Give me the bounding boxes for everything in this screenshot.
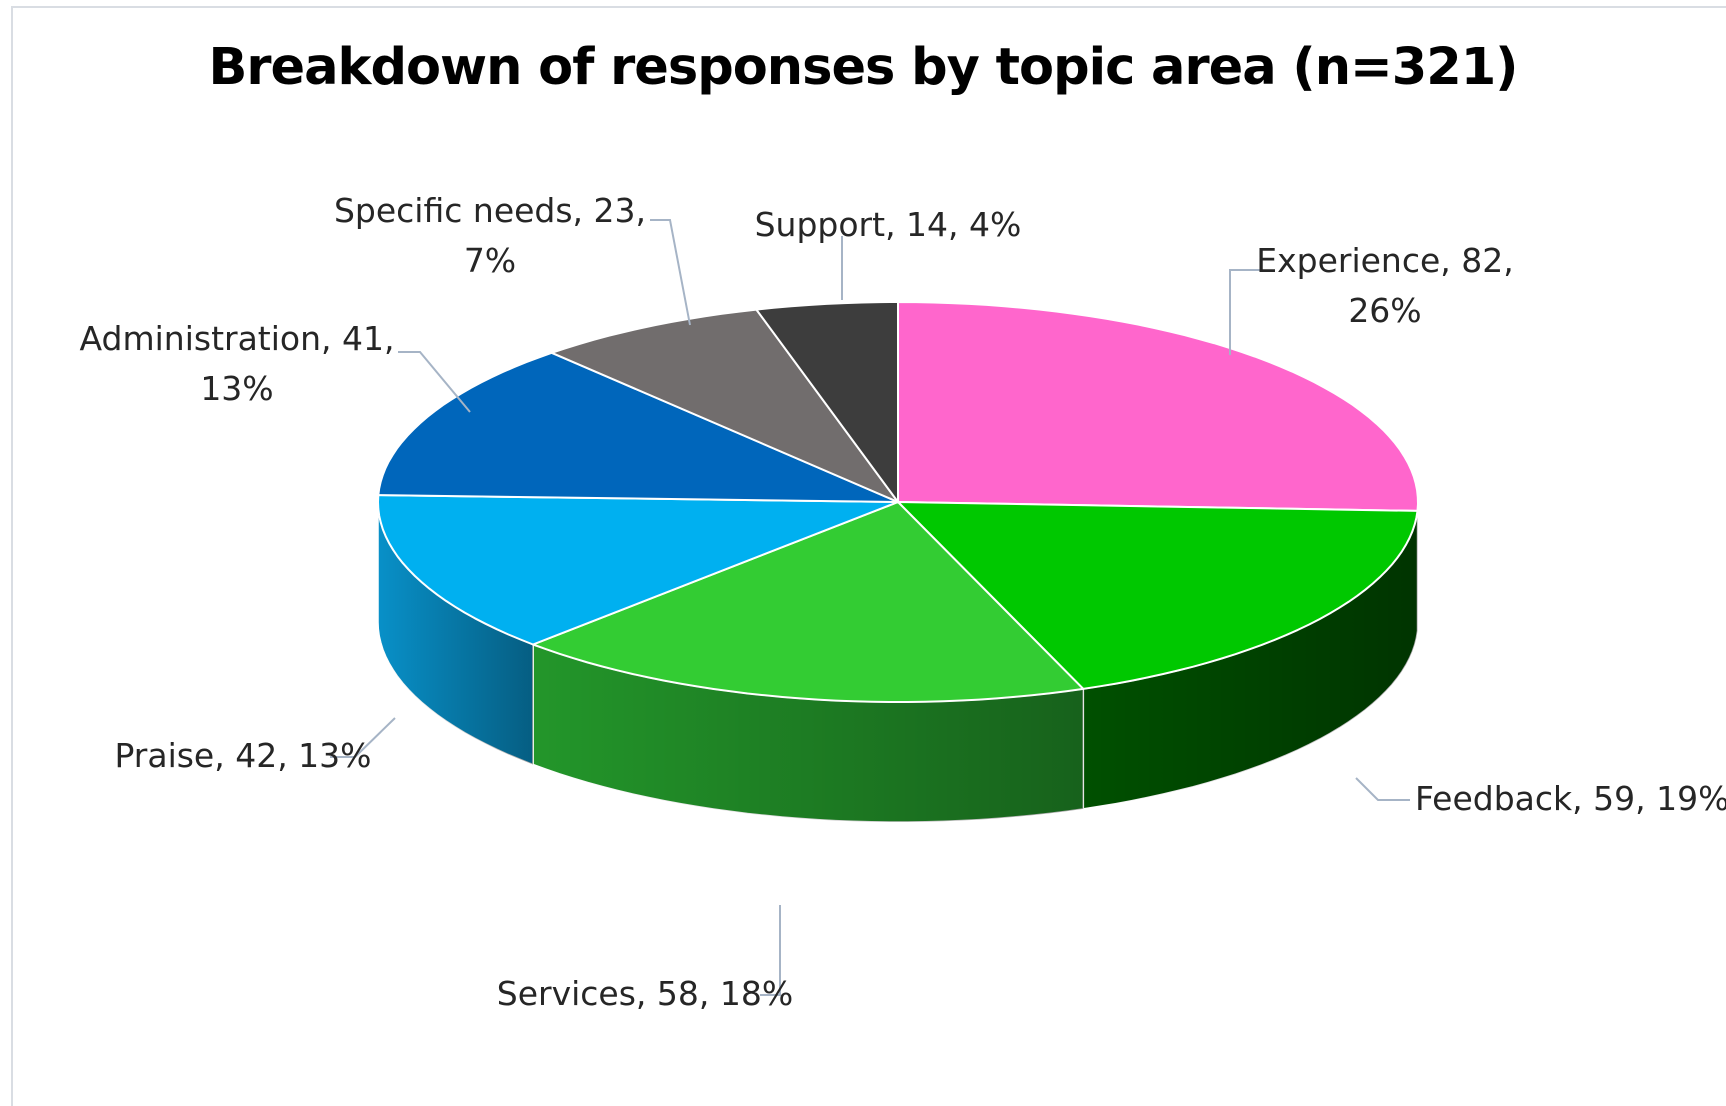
chart-title: Breakdown of responses by topic area (n=… — [208, 38, 1519, 97]
leader-line — [398, 351, 471, 413]
pie-sides — [377, 501, 1419, 823]
leader-line — [650, 219, 691, 326]
pie-slice-side-shade — [378, 502, 533, 765]
leader-line — [1355, 777, 1410, 801]
pie-slice-administration — [377, 351, 899, 503]
leader-line — [330, 717, 396, 758]
pie-data-labels: Experience, 82, 26% Feedback, 59, 19% Servi… — [80, 191, 1726, 1013]
pie-leader-lines — [330, 219, 1410, 996]
pie-slice-side-shade — [533, 644, 1084, 822]
pie-slice-support — [755, 301, 899, 503]
leader-line — [1229, 269, 1262, 355]
pie-slice-feedback — [897, 501, 1419, 690]
data-label-specific-needs: Specific needs, 23, 7% — [334, 191, 646, 280]
pie-slice-side-shade — [1083, 510, 1418, 809]
pie-slice-specific-needs — [550, 308, 899, 503]
data-label-praise: Praise, 42, 13% — [114, 736, 371, 775]
pie-slice-praise — [377, 494, 899, 646]
data-label-support: Support, 14, 4% — [755, 205, 1022, 244]
leader-line — [760, 905, 781, 996]
data-label-feedback: Feedback, 59, 19% — [1415, 779, 1726, 818]
data-label-experience: Experience, 82, 26% — [1256, 241, 1514, 330]
data-label-administration: Administration, 41, 13% — [80, 319, 395, 408]
data-label-services: Services, 58, 18% — [497, 974, 793, 1013]
pie-slice-services — [532, 501, 1085, 703]
pie-slice-experience — [897, 301, 1419, 512]
pie-tops — [377, 301, 1419, 703]
